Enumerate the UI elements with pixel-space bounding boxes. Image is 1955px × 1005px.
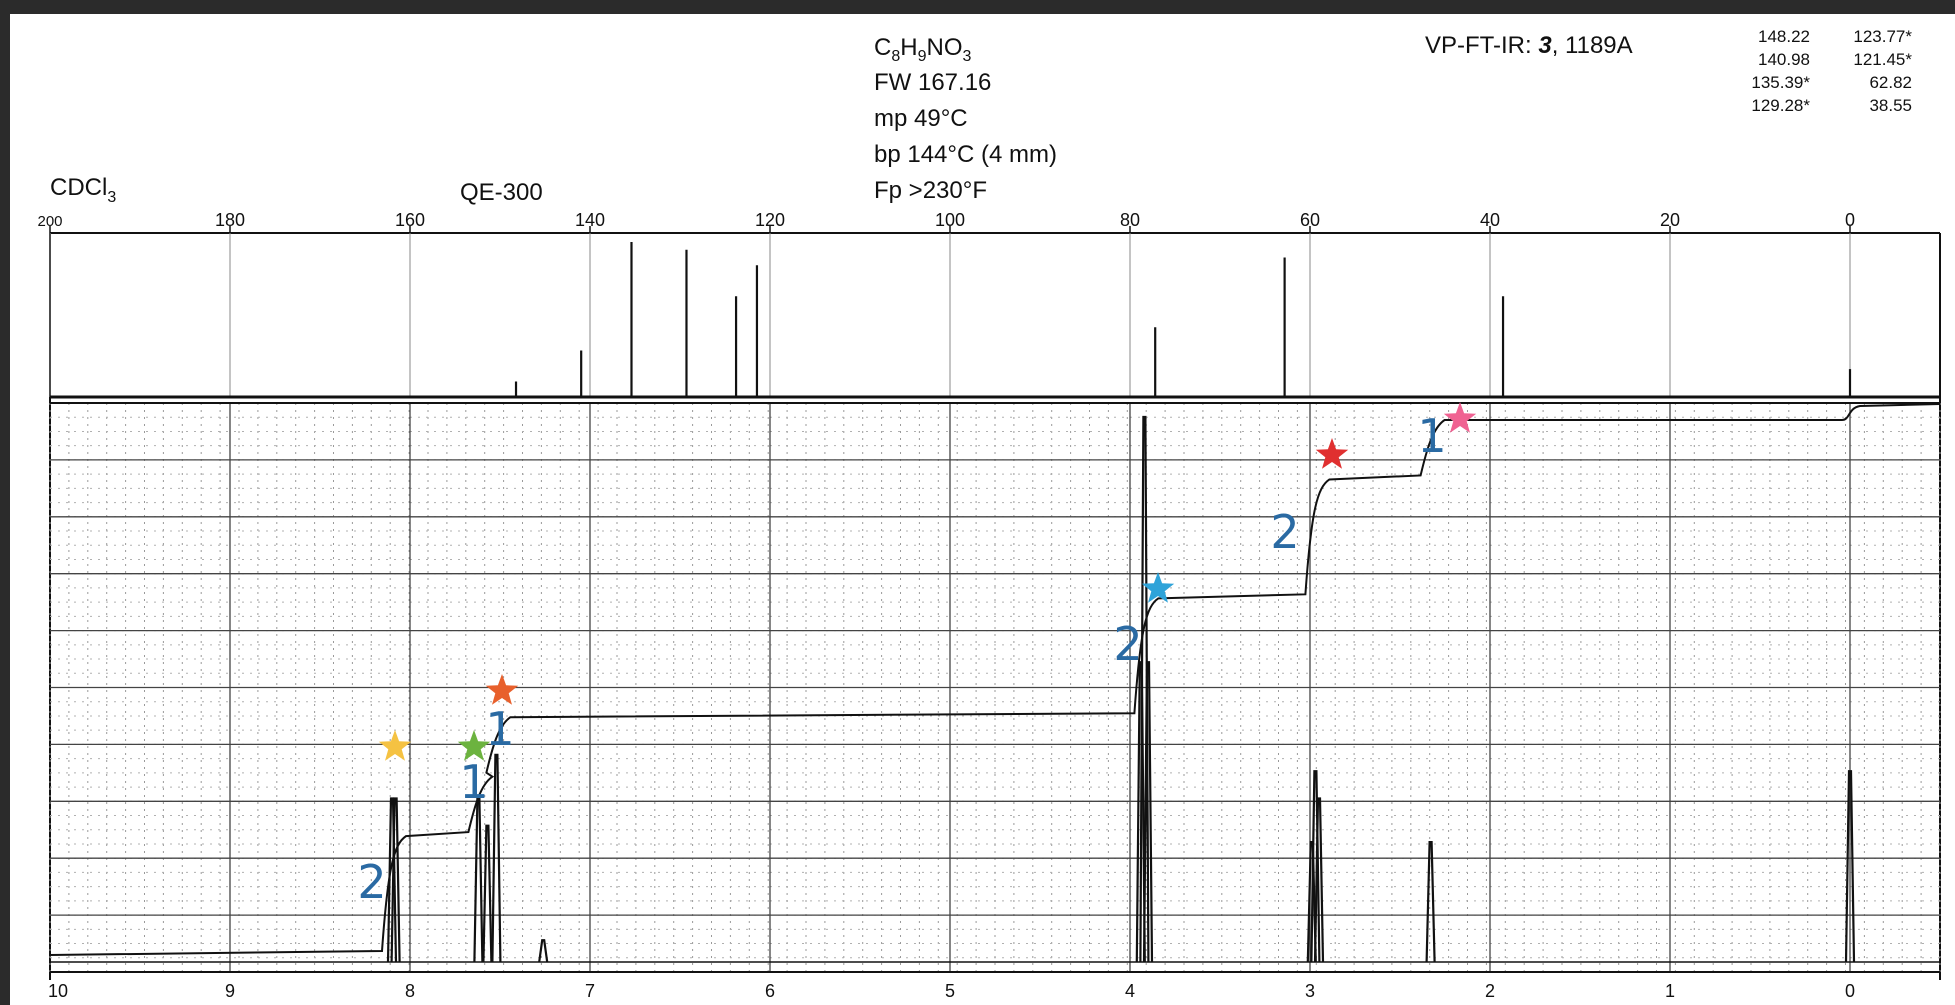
c13-tick-label: 160 (395, 210, 425, 230)
c13-peak-value: 62.82 (1869, 73, 1912, 92)
c13-peak-value: 121.45* (1853, 50, 1912, 69)
integration-value: 1 (1417, 409, 1446, 463)
h1-tick-label: 0 (1845, 981, 1855, 1001)
h1-tick-label: 5 (945, 981, 955, 1001)
h1-tick-label: 6 (765, 981, 775, 1001)
h1-peak (1135, 661, 1146, 963)
instrument-label: QE-300 (460, 179, 543, 206)
integration-value: 1 (485, 702, 514, 756)
star-marker-blue (1141, 572, 1175, 603)
h1-peak (491, 753, 502, 963)
star-marker-pink (1443, 402, 1477, 433)
c13-peak-value: 148.22 (1758, 27, 1810, 46)
c13-peaks (514, 242, 1852, 397)
h1-tick-label: 7 (585, 981, 595, 1001)
h1-peak (390, 797, 401, 963)
star-marker-green (457, 730, 491, 761)
h1-tick-label: 9 (225, 981, 235, 1001)
c13-peak-value: 38.55 (1869, 96, 1912, 115)
ir-reference: VP-FT-IR: 3, 1189A (1425, 32, 1633, 59)
c13-tick-label: 120 (755, 210, 785, 230)
formula: C8H9NO3 (874, 34, 972, 65)
compound-info: C8H9NO3 FW 167.16 mp 49°C bp 144°C (4 mm… (50, 27, 1912, 206)
c13-tick-label: 80 (1120, 210, 1140, 230)
c13-peak-value: 129.28* (1751, 96, 1810, 115)
h1-peak (1844, 770, 1856, 963)
h1-tick-label: 1 (1665, 981, 1675, 1001)
star-marker-red (1315, 438, 1349, 469)
h1-peak (482, 824, 493, 963)
h1-tick-label: 2 (1485, 981, 1495, 1001)
c13-tick-label: 60 (1300, 210, 1320, 230)
c13-gridlines (49, 233, 1851, 397)
h1-peaks (50, 415, 1940, 963)
h1-tick-label: 4 (1125, 981, 1135, 1001)
star-marker-yellow (378, 730, 412, 761)
h1-tick-labels: 10 9 8 7 6 5 4 3 2 1 0 (48, 981, 1855, 1001)
paper-background (10, 14, 1955, 1005)
c13-tick-labels: 200 180 160 140 120 100 80 60 40 20 0 (37, 210, 1855, 233)
c13-peak-value: 123.77* (1853, 27, 1912, 46)
c13-tick-label: 0 (1845, 210, 1855, 230)
flash-point: Fp >230°F (874, 177, 987, 204)
solvent-label: CDCl3 (50, 174, 116, 206)
formula-weight: FW 167.16 (874, 69, 991, 96)
c13-peak-list: 148.22 123.77* 140.98 121.45* 135.39* 62.82 12… (1751, 27, 1912, 115)
h1-peak (1310, 770, 1321, 963)
c13-peak-value: 135.39* (1751, 73, 1810, 92)
c13-tick-label: 100 (935, 210, 965, 230)
h1-tick-label: 10 (48, 981, 68, 1001)
melting-point: mp 49°C (874, 105, 968, 132)
c13-peak-value: 140.98 (1758, 50, 1810, 69)
c13-tick-label: 20 (1660, 210, 1680, 230)
c13-tick-label: 140 (575, 210, 605, 230)
boiling-point: bp 144°C (4 mm) (874, 141, 1057, 168)
c13-tick-label: 200 (37, 213, 62, 230)
integration-value: 2 (357, 855, 386, 909)
integration-value: 1 (459, 755, 488, 809)
h1-integration-curve (49, 403, 1941, 956)
star-marker-orange (485, 674, 519, 705)
integration-value: 2 (1113, 617, 1142, 671)
h1-peak (1313, 797, 1325, 963)
h1-peak (538, 939, 549, 963)
h1-peak (1306, 841, 1317, 963)
h1-tick-label: 3 (1305, 981, 1315, 1001)
h1-tick-label: 8 (405, 981, 415, 1001)
c13-tick-label: 40 (1480, 210, 1500, 230)
h1-gridlines (49, 402, 1941, 973)
h1-peak (1425, 841, 1436, 963)
h1-peak (1142, 661, 1154, 963)
h1-panel: 10 9 8 7 6 5 4 3 2 1 0 (48, 402, 1941, 1001)
integration-value: 2 (1270, 505, 1299, 559)
c13-tick-label: 180 (215, 210, 245, 230)
